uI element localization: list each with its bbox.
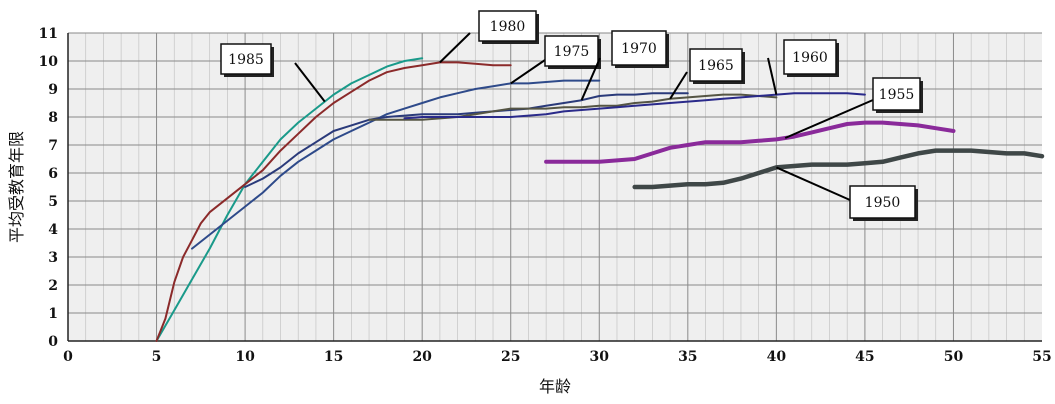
- x-tick-label: 10: [235, 349, 255, 365]
- callout-box: [849, 185, 916, 219]
- x-tick-label: 20: [412, 349, 432, 365]
- callout-label: 1960: [792, 50, 828, 66]
- callout-leader-line: [775, 166, 851, 201]
- y-tick-labels: 0 1 2 3 4 5 6 7 8 9 10 11: [39, 26, 59, 350]
- callout-leader-line: [580, 57, 601, 101]
- callout-box: [220, 43, 272, 75]
- y-tick-label: 11: [39, 26, 58, 42]
- y-tick-label: 2: [48, 278, 58, 294]
- y-axis-title: 平均受教育年限: [7, 131, 26, 243]
- series-line-1960: [403, 92, 866, 120]
- x-tick-label: 15: [324, 349, 343, 365]
- callout-box: [544, 35, 599, 67]
- callout-box: [611, 30, 667, 66]
- callout-leader-line: [784, 99, 874, 139]
- y-tick-label: 4: [48, 222, 58, 238]
- y-tick-label: 3: [48, 250, 58, 266]
- callout-leader-line: [294, 62, 326, 103]
- series-line-1965: [368, 93, 778, 121]
- x-tick-label: 40: [767, 349, 787, 365]
- y-tick-label: 1: [48, 306, 58, 322]
- x-axis-title: 年龄: [539, 377, 571, 396]
- callout-labels: 1985 1980 1975 1970 1965 1960 1955 1950: [220, 10, 923, 221]
- callout-label: 1975: [554, 44, 590, 60]
- callout-label: 1965: [698, 58, 734, 74]
- series-line-1980: [155, 61, 512, 342]
- callout-1985: 1985: [220, 43, 326, 103]
- callout-leader-line: [767, 57, 778, 95]
- series-line-1975: [191, 79, 601, 250]
- callout-leader-line: [439, 32, 471, 64]
- callout-1970: 1970: [580, 30, 669, 101]
- x-tick-labels: 0 5 10 15 20 25 30 35 40 45 50 55: [63, 349, 1052, 365]
- x-tick-label: 50: [944, 349, 964, 365]
- callout-1975: 1975: [510, 35, 601, 85]
- x-tick-label: 5: [152, 349, 162, 365]
- callout-1960: 1960: [767, 39, 839, 95]
- y-tick-label: 6: [48, 166, 58, 182]
- x-tick-label: 45: [855, 349, 874, 365]
- x-tick-label: 0: [63, 349, 73, 365]
- series-line-1985: [155, 57, 424, 342]
- series-lines: [155, 57, 1045, 342]
- x-tick-label: 55: [1032, 349, 1051, 365]
- callout-box: [478, 10, 537, 42]
- callout-label: 1980: [490, 19, 526, 35]
- y-tick-label: 0: [48, 334, 58, 350]
- x-tick-label: 35: [678, 349, 697, 365]
- callout-box: [783, 39, 837, 75]
- callout-label: 1950: [865, 195, 901, 211]
- callout-1980: 1980: [439, 10, 539, 64]
- y-tick-label: 10: [39, 54, 59, 70]
- callout-1965: 1965: [669, 48, 745, 100]
- x-tick-label: 30: [590, 349, 610, 365]
- y-tick-label: 7: [48, 138, 58, 154]
- gridlines: [68, 32, 1042, 341]
- y-tick-label: 9: [48, 82, 58, 98]
- callout-leader-line: [669, 71, 688, 100]
- series-line-1970: [244, 92, 689, 188]
- callout-box: [872, 77, 921, 111]
- y-tick-label: 5: [48, 194, 58, 210]
- x-tick-label: 25: [501, 349, 520, 365]
- callout-1955: 1955: [784, 77, 923, 139]
- y-tick-label: 8: [48, 110, 58, 126]
- callout-label: 1970: [621, 41, 657, 57]
- callout-label: 1985: [228, 52, 264, 68]
- series-line-1955: [544, 120, 956, 164]
- callout-label: 1955: [879, 87, 915, 103]
- callout-1950: 1950: [775, 166, 918, 221]
- callout-box: [689, 48, 743, 82]
- callout-leader-line: [510, 59, 546, 85]
- series-line-1950: [632, 148, 1045, 190]
